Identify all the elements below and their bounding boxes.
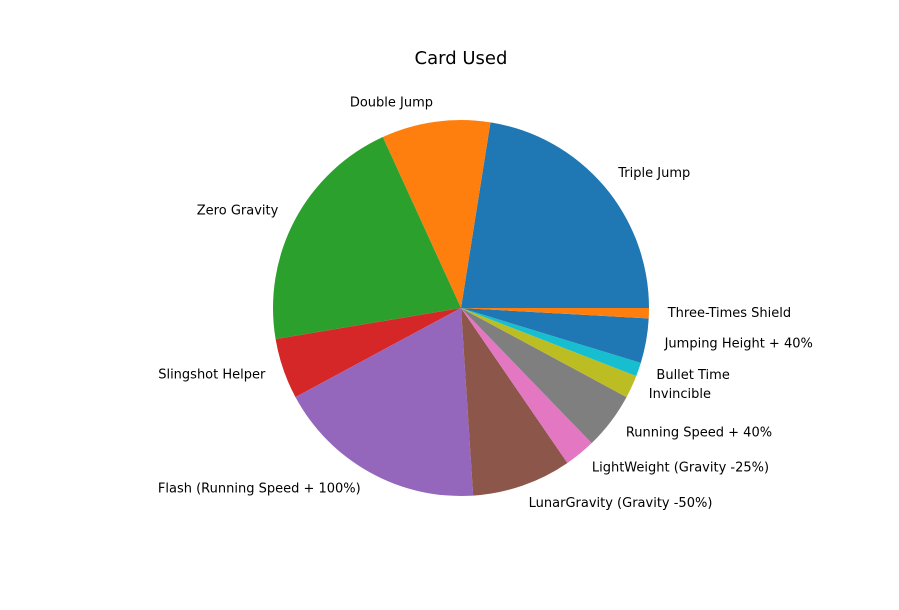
pie-slice [382,119,491,308]
pie-slice-label: Flash (Running Speed + 100%) [158,481,361,496]
pie-slice-label: LunarGravity (Gravity -50%) [529,496,713,511]
pie-slice-label: Triple Jump [617,166,690,181]
pie-slice [461,308,592,463]
pie-slices [272,119,649,496]
pie-labels: Triple Jump Double Jump Zero Gravity Slings… [158,96,813,511]
pie-slice [461,308,568,496]
pie-slice-label: Invincible [649,387,711,402]
pie-slice-label: Slingshot Helper [158,368,266,383]
chart-title: Card Used [415,48,508,69]
pie-slice [275,308,461,398]
pie-slice [461,308,649,319]
pie-slice-label: Running Speed + 40% [626,425,772,440]
pie-slice [295,308,474,496]
pie-slice [461,308,649,363]
pie-slice [461,308,637,398]
pie-slice [461,122,649,309]
pie-slice-label: Bullet Time [656,368,729,383]
pie-slice [461,308,627,444]
pie-slice-label: Three-Times Shield [667,306,791,321]
pie-slice [272,137,461,340]
pie-slice [461,308,641,377]
pie-slice-label: LightWeight (Gravity -25%) [592,461,769,476]
pie-slice-label: Zero Gravity [197,204,279,219]
pie-slice-label: Double Jump [350,96,433,111]
pie-slice-label: Jumping Height + 40% [664,337,813,352]
